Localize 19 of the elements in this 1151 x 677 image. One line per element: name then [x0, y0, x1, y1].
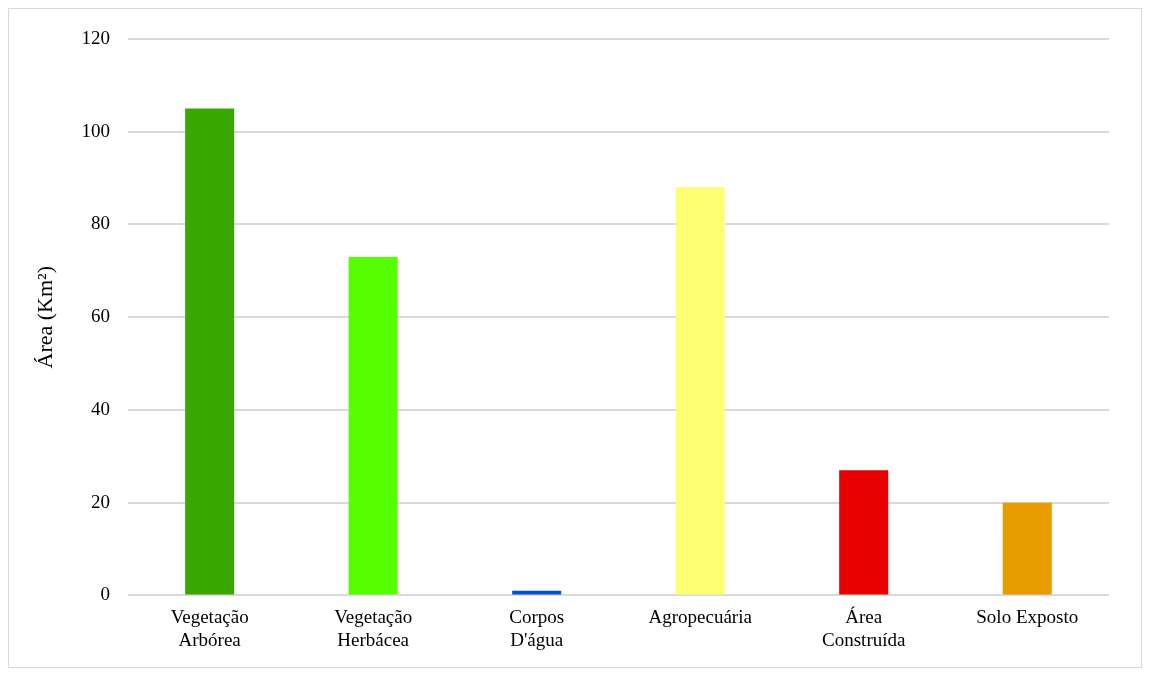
bar [675, 187, 725, 595]
bar [1002, 502, 1052, 595]
y-tick-label: 100 [81, 119, 110, 141]
y-tick-label: 120 [81, 26, 110, 48]
y-tick-label: 40 [90, 397, 110, 419]
y-tick-label: 80 [90, 212, 110, 234]
x-tick-label: Solo Exposto [976, 605, 1079, 627]
y-tick-label: 20 [90, 490, 110, 512]
x-tick-label: Área Construída [822, 605, 906, 650]
y-tick-label: 60 [90, 305, 110, 327]
y-tick-label: 0 [100, 583, 110, 605]
x-tick-label: Corpos D'água [509, 605, 565, 650]
bar [348, 256, 398, 595]
y-axis-title: Área (Km²) [31, 265, 57, 369]
bar [839, 470, 889, 595]
bar [185, 108, 235, 595]
x-tick-label: Vegetação Arbórea [170, 605, 249, 650]
x-tick-label: Agropecuária [648, 605, 753, 627]
x-tick-label: Vegetação Herbácea [334, 605, 413, 650]
